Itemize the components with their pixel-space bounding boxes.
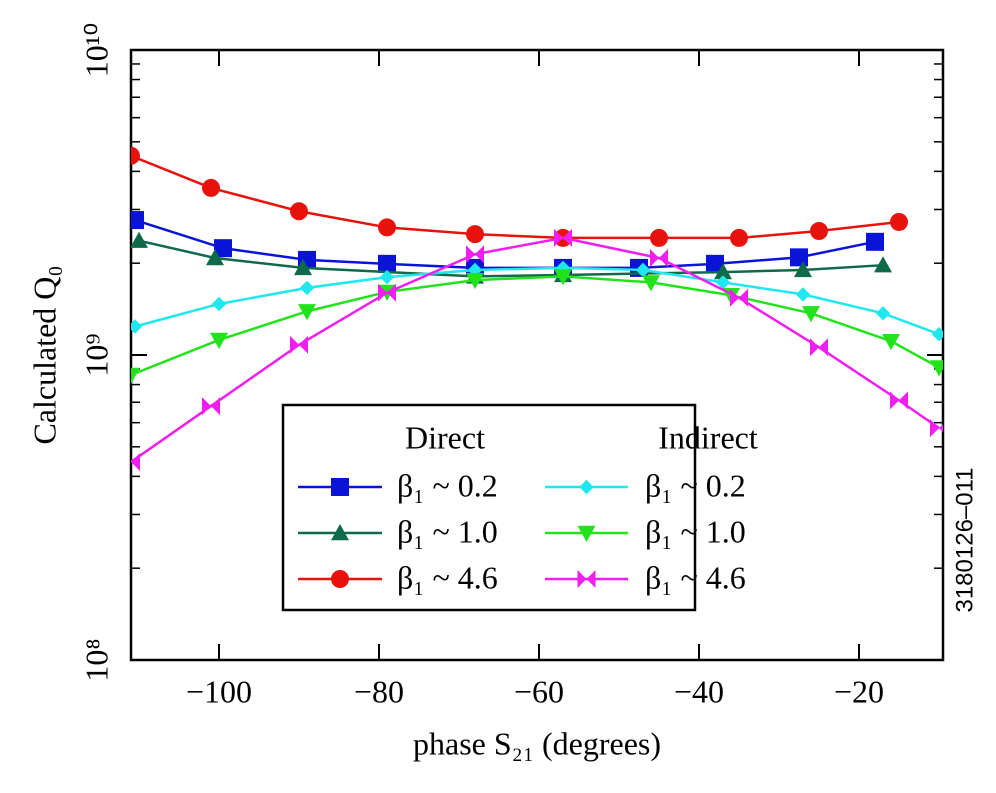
marker [298, 304, 316, 321]
marker [930, 419, 943, 438]
marker [635, 262, 651, 278]
marker [810, 222, 828, 241]
legend-title: Indirect [658, 419, 758, 455]
marker [790, 248, 808, 267]
x-tick-label: −100 [186, 673, 252, 709]
marker [131, 452, 140, 471]
marker [378, 254, 396, 273]
y-tick-label: 10⁹ [78, 333, 114, 376]
marker [131, 231, 148, 248]
marker [795, 287, 811, 302]
x-tick-label: −40 [674, 673, 724, 709]
y-tick-label: 10⁸ [78, 638, 114, 681]
marker [131, 211, 144, 230]
marker [466, 272, 484, 290]
series-line [131, 154, 900, 240]
marker [810, 338, 828, 357]
series-line [131, 236, 940, 463]
marker [331, 524, 349, 541]
legend-label: β₁ ~ 0.2 [645, 467, 746, 503]
marker [210, 332, 228, 349]
legend-label: β₁ ~ 1.0 [397, 513, 498, 549]
series-line [131, 275, 940, 377]
marker [214, 239, 232, 258]
marker [331, 570, 349, 588]
marker [378, 283, 396, 302]
marker [202, 397, 220, 416]
x-tick-label: −60 [514, 673, 564, 709]
legend-label: β₁ ~ 1.0 [645, 513, 746, 549]
marker [890, 391, 908, 410]
marker [294, 258, 312, 276]
marker [706, 254, 724, 273]
marker [554, 228, 572, 247]
legend-title: Direct [405, 419, 485, 455]
marker [794, 260, 812, 278]
y-axis-label: Calculated Q₀ [26, 265, 62, 444]
legend-label: β₁ ~ 0.2 [397, 467, 498, 503]
marker [650, 248, 668, 267]
marker [715, 275, 731, 290]
marker [577, 570, 596, 588]
y-tick-label: 10¹⁰ [78, 23, 114, 77]
legend-label: β₁ ~ 4.6 [397, 559, 498, 595]
series-line [138, 239, 884, 278]
marker [931, 327, 943, 342]
marker [466, 225, 484, 244]
marker [202, 178, 220, 197]
marker [299, 280, 315, 296]
marker [875, 306, 891, 321]
figure-id: 3180126–011 [951, 467, 978, 612]
legend-label: β₁ ~ 4.6 [645, 559, 746, 595]
marker [131, 146, 140, 165]
marker [730, 288, 748, 307]
marker [131, 367, 140, 384]
marker [730, 228, 748, 247]
marker [579, 479, 594, 495]
marker [882, 333, 900, 351]
marker [378, 218, 396, 237]
x-axis-label: phase S₂₁ (degrees) [413, 725, 661, 761]
marker [874, 256, 892, 273]
marker [466, 245, 484, 264]
marker [206, 248, 224, 266]
marker [930, 360, 943, 377]
marker [131, 319, 143, 334]
marker [290, 335, 308, 354]
marker [577, 525, 596, 542]
x-tick-label: −20 [834, 673, 884, 709]
marker [331, 478, 349, 496]
legend-box [281, 403, 697, 612]
marker [714, 263, 732, 280]
marker [211, 296, 227, 312]
marker [290, 202, 308, 221]
marker [866, 232, 884, 251]
marker [650, 228, 668, 247]
marker [379, 269, 395, 285]
x-tick-label: −80 [354, 673, 404, 709]
marker [642, 275, 660, 292]
marker [802, 306, 820, 323]
marker [554, 269, 572, 286]
marker [890, 212, 908, 231]
plot-area [131, 146, 943, 471]
